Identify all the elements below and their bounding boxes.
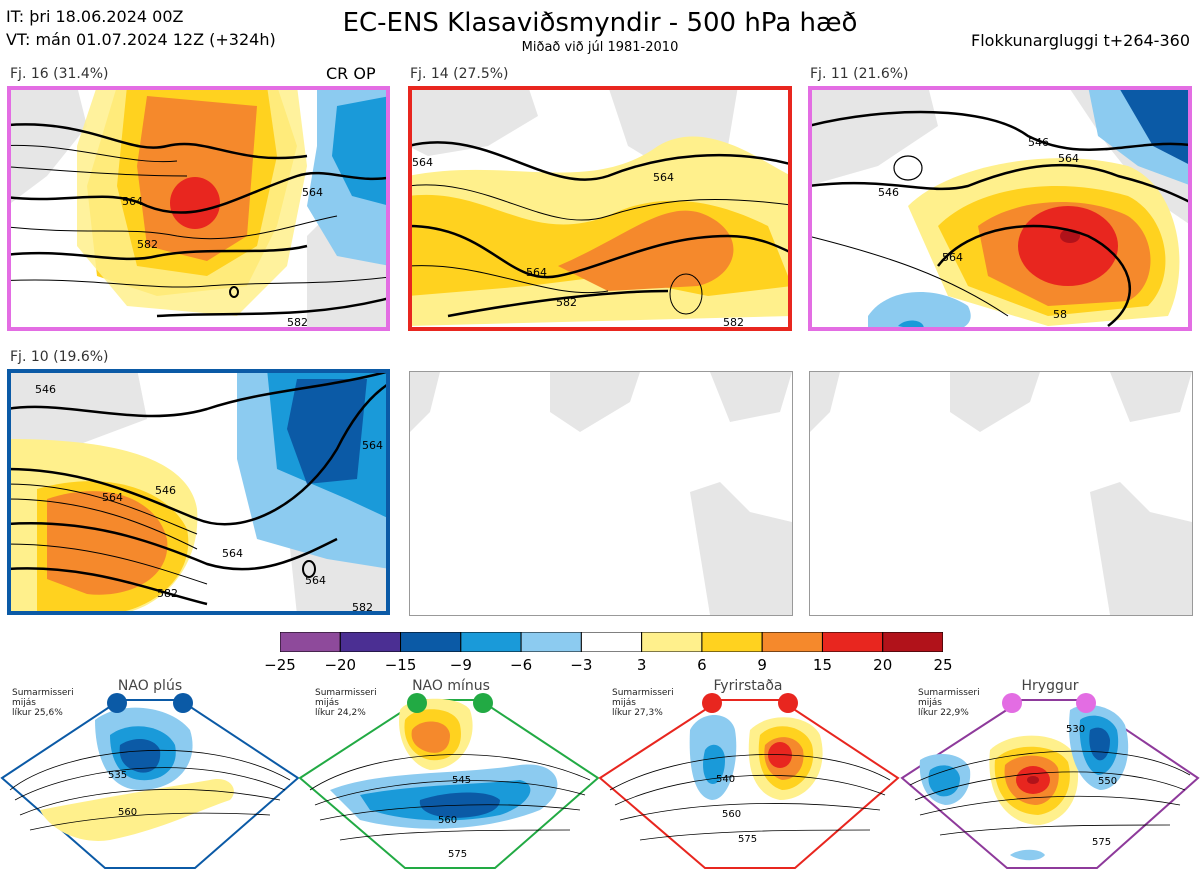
- empty-map-5: [409, 371, 793, 616]
- colorbar-tick-label: 25: [933, 656, 953, 674]
- contour-label: 564: [362, 439, 383, 452]
- contour-label: 582: [287, 316, 308, 329]
- colorbar-tick-label: −6: [510, 656, 533, 674]
- classification-window: Flokkunargluggi t+264-360: [971, 31, 1190, 50]
- colorbar-bin: [821, 631, 884, 653]
- regime-contour-label: 530: [1066, 724, 1085, 735]
- regime-contour-label: 560: [722, 809, 741, 820]
- contour-label: 546: [35, 383, 56, 396]
- regime-map-nao-plus: 535 560: [0, 693, 300, 869]
- valid-time: VT: mán 01.07.2024 12Z (+324h): [6, 30, 276, 49]
- regime-contour-label: 575: [1092, 837, 1111, 848]
- regime-contour-label: 560: [438, 815, 457, 826]
- contour-label: 582: [723, 316, 744, 329]
- contour-label: 564: [222, 547, 243, 560]
- init-time: IT: þri 18.06.2024 00Z: [6, 7, 184, 26]
- contour-label: 564: [942, 251, 963, 264]
- colorbar-bin: [460, 631, 522, 653]
- colorbar: [279, 631, 944, 656]
- colorbar-tick-label: −15: [384, 656, 417, 674]
- colorbar-bin: [701, 631, 763, 653]
- page-subtitle: Miðað við júl 1981-2010: [521, 40, 679, 55]
- regime-map-nao-minus: 545 560 575: [298, 693, 600, 869]
- control-run-tag: CR OP: [326, 64, 376, 83]
- colorbar-bin: [400, 631, 462, 653]
- cluster-map-2[interactable]: 564 564 564 582 582: [408, 86, 792, 331]
- colorbar-tick-label: 15: [812, 656, 832, 674]
- regime-title-4: Hryggur: [1021, 678, 1079, 694]
- colorbar-tick-label: −3: [570, 656, 593, 674]
- regime-contour-label: 575: [738, 834, 757, 845]
- cluster-map-1[interactable]: 564 564 582 582: [7, 86, 390, 331]
- panel-label-4: Fj. 10 (19.6%): [10, 349, 109, 365]
- contour-label: 582: [157, 587, 178, 600]
- colorbar-bin: [580, 631, 643, 653]
- regime-title-2: NAO mínus: [412, 678, 490, 694]
- empty-map-6: [809, 371, 1193, 616]
- contour-label: 564: [305, 574, 326, 587]
- page-title: EC-ENS Klasaviðsmyndir - 500 hPa hæð: [342, 8, 858, 38]
- regime-contour-label: 560: [118, 807, 137, 818]
- colorbar-tick-label: −20: [324, 656, 357, 674]
- contour-label: 58: [1053, 308, 1067, 321]
- regime-contour-label: 575: [448, 849, 467, 860]
- colorbar-tick-label: 6: [697, 656, 707, 674]
- contour-label: 582: [556, 296, 577, 309]
- regime-maps: 535 560 545 560 575 540 560: [0, 693, 1200, 869]
- contour-label: 564: [122, 195, 143, 208]
- contour-label: 564: [1058, 152, 1079, 165]
- header-info: IT: þri 18.06.2024 00Z VT: mán 01.07.202…: [6, 5, 276, 51]
- regime-map-block: 540 560 575: [598, 693, 900, 869]
- regime-note-4: Sumarmisseri mijás líkur 22,9%: [918, 688, 980, 718]
- colorbar-bin: [882, 631, 944, 653]
- panel-label-2: Fj. 14 (27.5%): [410, 66, 509, 82]
- colorbar-bin: [339, 631, 402, 653]
- contour-label: 564: [102, 491, 123, 504]
- regime-contour-label: 550: [1098, 776, 1117, 787]
- contour-label: 564: [412, 156, 433, 169]
- colorbar-tick-label: −25: [264, 656, 296, 674]
- regime-contour-label: 545: [452, 775, 471, 786]
- colorbar-tick-label: 9: [757, 656, 767, 674]
- colorbar-bin: [641, 631, 703, 653]
- regime-note-1: Sumarmisseri mijás líkur 25,6%: [12, 688, 74, 718]
- regime-map-ridge: 530 550 575: [900, 693, 1200, 869]
- colorbar-tick-label: −9: [449, 656, 472, 674]
- colorbar-tick-label: 20: [873, 656, 893, 674]
- contour-label: 564: [302, 186, 323, 199]
- colorbar-bin: [279, 631, 341, 653]
- contour-label: 582: [352, 601, 373, 614]
- regime-title-1: NAO plús: [117, 678, 183, 694]
- regime-title-3: Fyrirstaða: [713, 678, 783, 694]
- panel-label-1: Fj. 16 (31.4%): [10, 66, 109, 82]
- colorbar-tick-label: 3: [636, 656, 647, 674]
- cluster-map-4[interactable]: 546 546 564 564 564 564 582 582: [7, 369, 390, 615]
- panel-label-3: Fj. 11 (21.6%): [810, 66, 909, 82]
- contour-label: 564: [526, 266, 547, 279]
- colorbar-bin: [520, 631, 582, 653]
- contour-label: 546: [878, 186, 899, 199]
- contour-label: 564: [653, 171, 674, 184]
- cluster-map-3[interactable]: 546 546 564 564 58: [808, 86, 1192, 331]
- regime-note-2: Sumarmisseri mijás líkur 24,2%: [315, 688, 377, 718]
- contour-label: 546: [155, 484, 176, 497]
- regime-contour-label: 535: [108, 770, 127, 781]
- contour-label: 582: [137, 238, 158, 251]
- colorbar-bin: [761, 631, 823, 653]
- regime-contour-label: 540: [716, 774, 735, 785]
- regime-note-3: Sumarmisseri mijás líkur 27,3%: [612, 688, 674, 718]
- contour-label: 546: [1028, 136, 1049, 149]
